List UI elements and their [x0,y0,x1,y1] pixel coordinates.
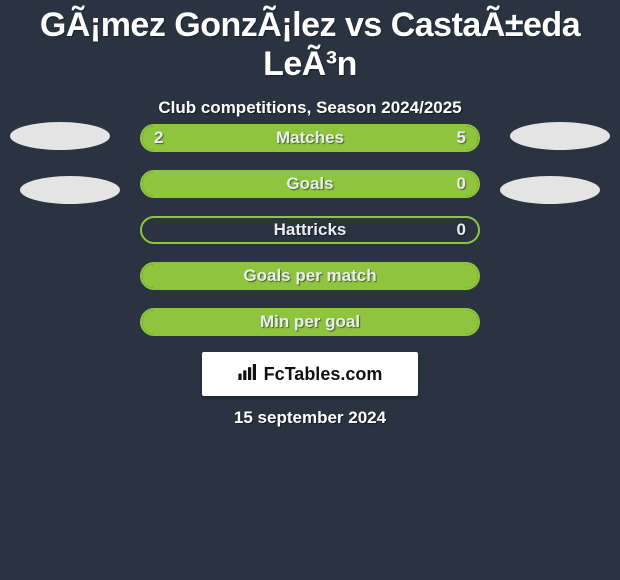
credit-badge: FcTables.com [202,352,418,396]
bar-chart-icon [238,364,258,385]
player-left-avatar-1 [10,122,110,150]
page-subtitle: Club competitions, Season 2024/2025 [0,98,620,118]
stat-bar: Matches2 5 [140,124,480,152]
bar-label: Goals per match [142,264,478,288]
bar-value-right: 0 [457,218,466,242]
stat-bar: Goals per match [140,262,480,290]
footer-date: 15 september 2024 [0,408,620,428]
bar-label: Hattricks [142,218,478,242]
player-left-avatar-2 [20,176,120,204]
stat-bar: Hattricks0 [140,216,480,244]
player-right-avatar-1 [510,122,610,150]
stats-bars: Matches25Goals0Hattricks0Goals per match… [140,124,480,354]
player-right-avatar-2 [500,176,600,204]
page-title: GÃ¡mez GonzÃ¡lez vs CastaÃ±eda LeÃ³n [0,0,620,84]
credit-text: FcTables.com [264,364,383,385]
bar-value-right: 5 [457,126,466,150]
stat-bar: Goals0 [140,170,480,198]
bar-value-right: 0 [457,172,466,196]
bar-value-left: 2 [154,126,163,150]
bar-label: Min per goal [142,310,478,334]
stat-bar: Min per goal [140,308,480,336]
bar-label: Goals [142,172,478,196]
bar-label: Matches [142,126,478,150]
